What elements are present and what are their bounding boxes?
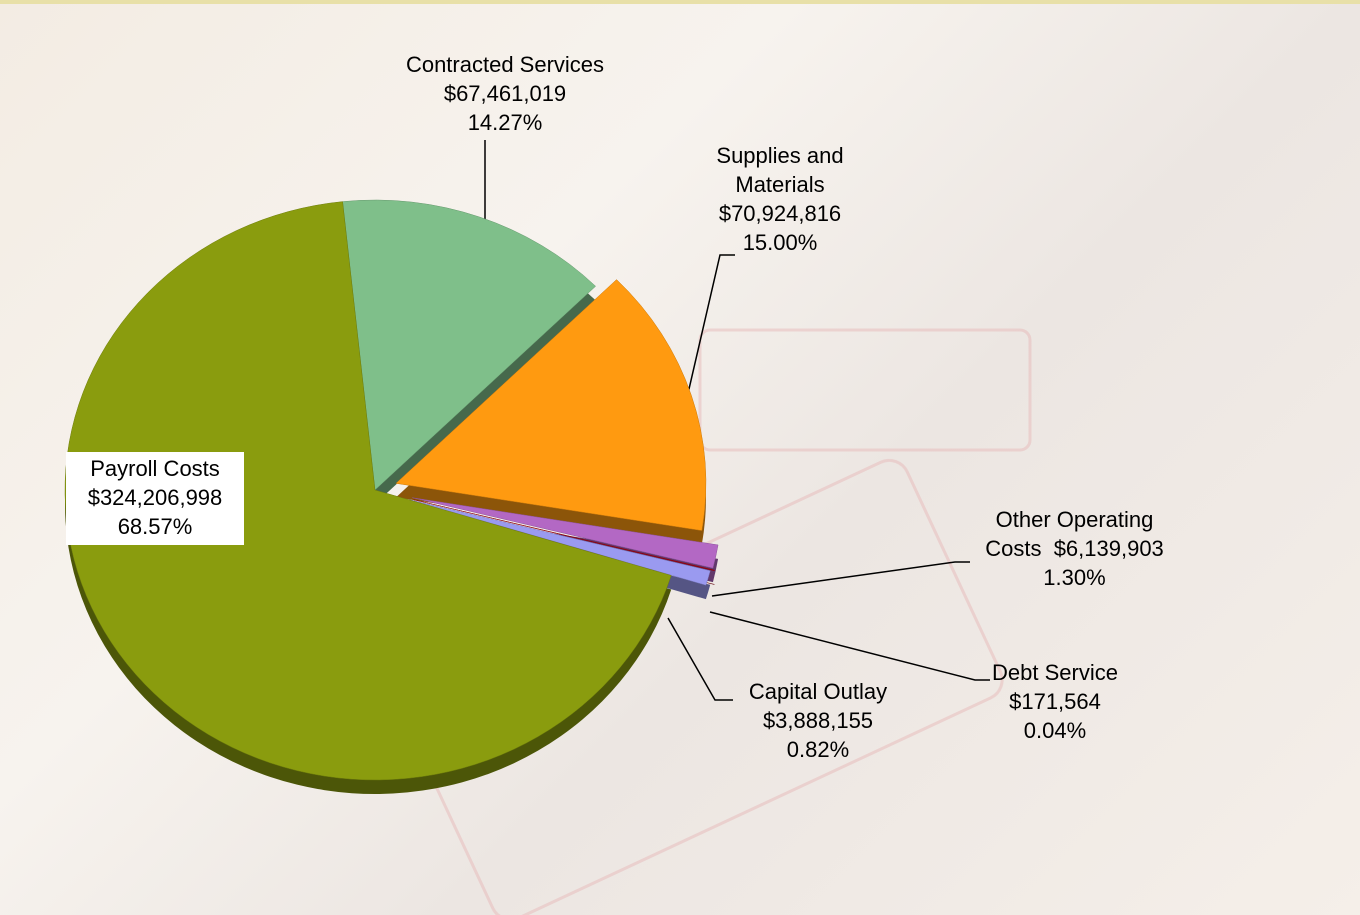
wedge: [395, 279, 707, 531]
label-value: $70,924,816: [718, 201, 842, 226]
label-name: Supplies and Materials: [716, 143, 844, 197]
label-name: Other Operating Costs: [985, 507, 1154, 561]
label-percent: 0.04%: [1023, 718, 1087, 743]
wedge: [64, 201, 672, 781]
leader-lines: [484, 140, 990, 701]
label-value: $3,888,155: [762, 708, 874, 733]
slice-label: Payroll Costs $324,206,998 68.57%: [66, 452, 244, 545]
label-value: $324,206,998: [87, 485, 223, 510]
label-name: Contracted Services: [405, 52, 605, 77]
label-value: $171,564: [1009, 689, 1101, 714]
label-name: Payroll Costs: [90, 456, 220, 481]
wedge: [413, 499, 715, 572]
label-value: $6,139,903: [1053, 536, 1164, 561]
slice-label: Supplies and Materials $70,924,816 15.00%: [695, 141, 865, 257]
wedge: [342, 199, 596, 491]
label-percent: 0.82%: [786, 737, 850, 762]
slice-label: Contracted Services $67,461,019 14.27%: [385, 50, 625, 137]
label-value: $67,461,019: [443, 81, 567, 106]
label-percent: 68.57%: [117, 514, 193, 539]
label-percent: 1.30%: [1043, 565, 1106, 590]
label-name: Debt Service: [992, 660, 1118, 685]
label-percent: 14.27%: [467, 110, 543, 135]
top-border: [0, 0, 1360, 4]
wedge: [412, 497, 719, 569]
label-name: Capital Outlay: [748, 679, 888, 704]
slice-label: Debt Service $171,564 0.04%: [960, 658, 1150, 745]
slice-label: Other Operating Costs $6,139,903 1.30%: [962, 505, 1187, 592]
wedge: [409, 499, 711, 586]
slice-label: Capital Outlay $3,888,155 0.82%: [720, 677, 916, 764]
label-percent: 15.00%: [742, 230, 818, 255]
